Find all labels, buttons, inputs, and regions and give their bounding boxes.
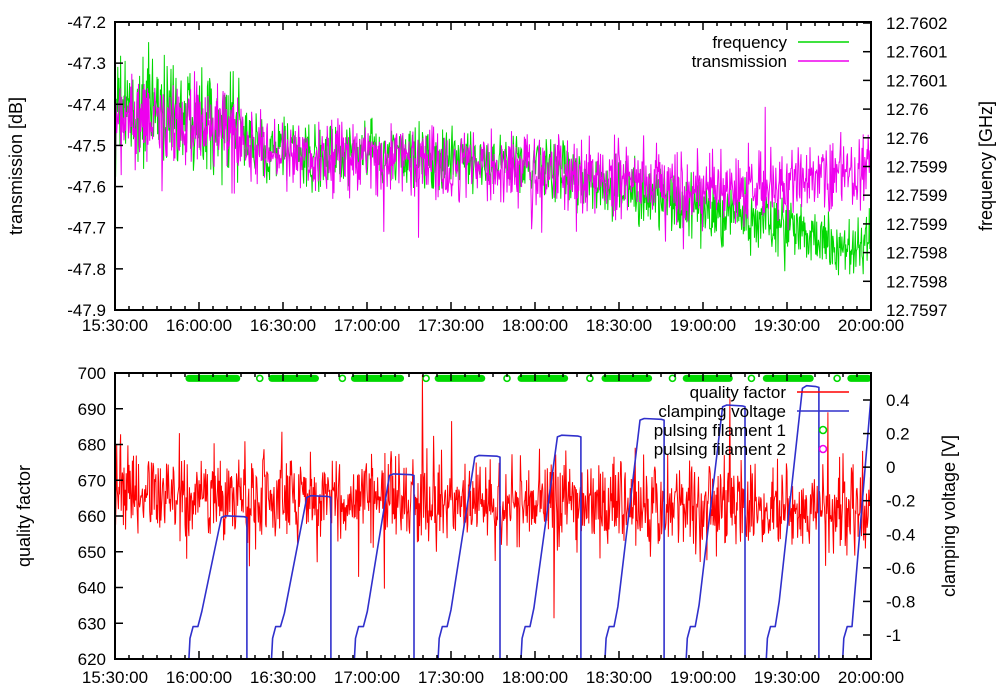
pulsing-filament-marker xyxy=(422,374,430,383)
y-right-tick-label: 12.7599 xyxy=(886,186,947,205)
series-clamping-voltage-cycle-2 xyxy=(270,494,332,660)
y-right-tick-label: 12.7599 xyxy=(886,158,947,177)
series-clamping-voltage-cycle-7 xyxy=(685,404,746,660)
y-right-tick-label: -0.6 xyxy=(886,559,915,578)
y-right-tick-label: 12.76 xyxy=(886,100,929,119)
series-transmission xyxy=(114,71,872,250)
x-tick-label: 18:30:00 xyxy=(586,316,652,335)
series-clamping-voltage-cycle-1 xyxy=(188,515,248,660)
y-right-tick-label: 12.7598 xyxy=(886,244,947,263)
y-right-tick-label: 0.4 xyxy=(886,391,910,410)
x-tick-label: 16:30:00 xyxy=(250,316,316,335)
x-tick-label: 19:30:00 xyxy=(754,668,820,687)
qualityfactor-clamping-chart-axes xyxy=(114,372,872,660)
x-tick-label: 19:00:00 xyxy=(670,668,736,687)
series-clamping-voltage-cycle-8 xyxy=(765,384,820,660)
series-clamping-voltage-cycle-5 xyxy=(520,434,582,660)
y-left-tick-label: 660 xyxy=(78,507,106,526)
y-left-tick-label: 700 xyxy=(78,364,106,383)
y-left-tick-label: 620 xyxy=(78,650,106,669)
y-right-axis-title: frequency [GHz] xyxy=(976,101,996,231)
y-right-tick-label: 12.76 xyxy=(886,129,929,148)
y-right-axis-title: clamping voltage [V] xyxy=(939,435,959,597)
pulsing-filament-marker xyxy=(747,374,756,383)
y-right-tick-label: 12.7601 xyxy=(886,71,947,90)
x-tick-label: 19:00:00 xyxy=(670,316,736,335)
legend-label-pulsing-filament-1: pulsing filament 1 xyxy=(654,421,786,440)
pulsing-filament-marker xyxy=(338,374,347,383)
legend-label-pulsing-filament-2: pulsing filament 2 xyxy=(654,440,786,459)
x-tick-label: 17:30:00 xyxy=(418,316,484,335)
legend-label-quality-factor: quality factor xyxy=(690,383,787,402)
legend-label-transmission: transmission xyxy=(692,52,787,71)
legend-label-frequency: frequency xyxy=(712,33,787,52)
y-left-tick-label: -47.4 xyxy=(67,95,106,114)
y-left-tick-label: -47.2 xyxy=(67,13,106,32)
x-tick-label: 17:00:00 xyxy=(334,316,400,335)
legend-label-clamping-voltage: clamping voltage xyxy=(658,402,786,421)
y-left-tick-label: 670 xyxy=(78,471,106,490)
y-left-tick-label: 680 xyxy=(78,436,106,455)
y-right-tick-label: 12.7597 xyxy=(886,301,947,320)
pulsing-filament-marker xyxy=(586,374,594,383)
x-tick-label: 18:00:00 xyxy=(502,316,568,335)
y-right-tick-label: 12.7598 xyxy=(886,272,947,291)
series-clamping-voltage-cycle-6 xyxy=(604,417,665,660)
y-left-tick-label: 650 xyxy=(78,543,106,562)
y-right-tick-label: -0.8 xyxy=(886,592,915,611)
qualityfactor-clamping-chart-series xyxy=(114,374,872,660)
x-tick-label: 19:30:00 xyxy=(754,316,820,335)
x-tick-label: 15:30:00 xyxy=(82,668,148,687)
y-right-tick-label: 12.7602 xyxy=(886,14,947,33)
series-clamping-voltage-cycle-4 xyxy=(437,454,501,660)
series-frequency xyxy=(114,42,872,276)
y-right-tick-label: 12.7599 xyxy=(886,215,947,234)
legend-sample-marker xyxy=(818,444,828,454)
transmission-frequency-chart: 15:30:00 16:00:00 16:30:00 17:00:00 17:30:00… xyxy=(6,13,996,335)
y-right-tick-label: -1 xyxy=(886,626,901,645)
y-right-tick-label: 0 xyxy=(886,458,895,477)
series-clamping-voltage-cycle-3 xyxy=(353,473,415,660)
x-tick-label: 17:00:00 xyxy=(334,668,400,687)
y-right-tick-label: 0.2 xyxy=(886,425,910,444)
y-right-tick-label: -0.2 xyxy=(886,492,915,511)
transmission-frequency-chart-axes xyxy=(114,21,872,311)
x-tick-label: 16:00:00 xyxy=(166,316,232,335)
y-left-axis-title: transmission [dB] xyxy=(6,97,26,235)
y-right-tick-label: -0.4 xyxy=(886,525,915,544)
transmission-frequency-chart-series xyxy=(114,42,872,276)
legend-sample-marker xyxy=(818,425,828,435)
y-left-tick-label: 630 xyxy=(78,614,106,633)
y-left-tick-label: -47.9 xyxy=(67,301,106,320)
pulsing-filament-marker xyxy=(255,374,264,383)
y-left-tick-label: -47.8 xyxy=(67,260,106,279)
x-tick-label: 18:30:00 xyxy=(586,668,652,687)
x-tick-label: 20:00:00 xyxy=(838,668,904,687)
y-left-tick-label: -47.5 xyxy=(67,136,106,155)
x-tick-label: 16:30:00 xyxy=(250,668,316,687)
y-right-tick-label: 12.7601 xyxy=(886,43,947,62)
x-tick-label: 17:30:00 xyxy=(418,668,484,687)
y-left-tick-label: 690 xyxy=(78,400,106,419)
y-left-tick-label: -47.7 xyxy=(67,219,106,238)
x-tick-label: 15:30:00 xyxy=(82,316,148,335)
pulsing-filament-marker xyxy=(668,374,677,383)
y-left-tick-label: -47.6 xyxy=(67,178,106,197)
qualityfactor-clamping-chart: 15:30:00 16:00:00 16:30:00 17:00:00 17:30:00… xyxy=(14,364,959,687)
pulsing-filament-marker xyxy=(833,374,841,383)
series-clamping-voltage-cycle-9 xyxy=(841,396,872,660)
y-left-tick-label: -47.3 xyxy=(67,54,106,73)
x-tick-label: 18:00:00 xyxy=(502,668,568,687)
x-tick-label: 20:00:00 xyxy=(838,316,904,335)
y-left-axis-title: quality factor xyxy=(14,465,34,567)
y-left-tick-label: 640 xyxy=(78,579,106,598)
x-tick-label: 16:00:00 xyxy=(166,668,232,687)
